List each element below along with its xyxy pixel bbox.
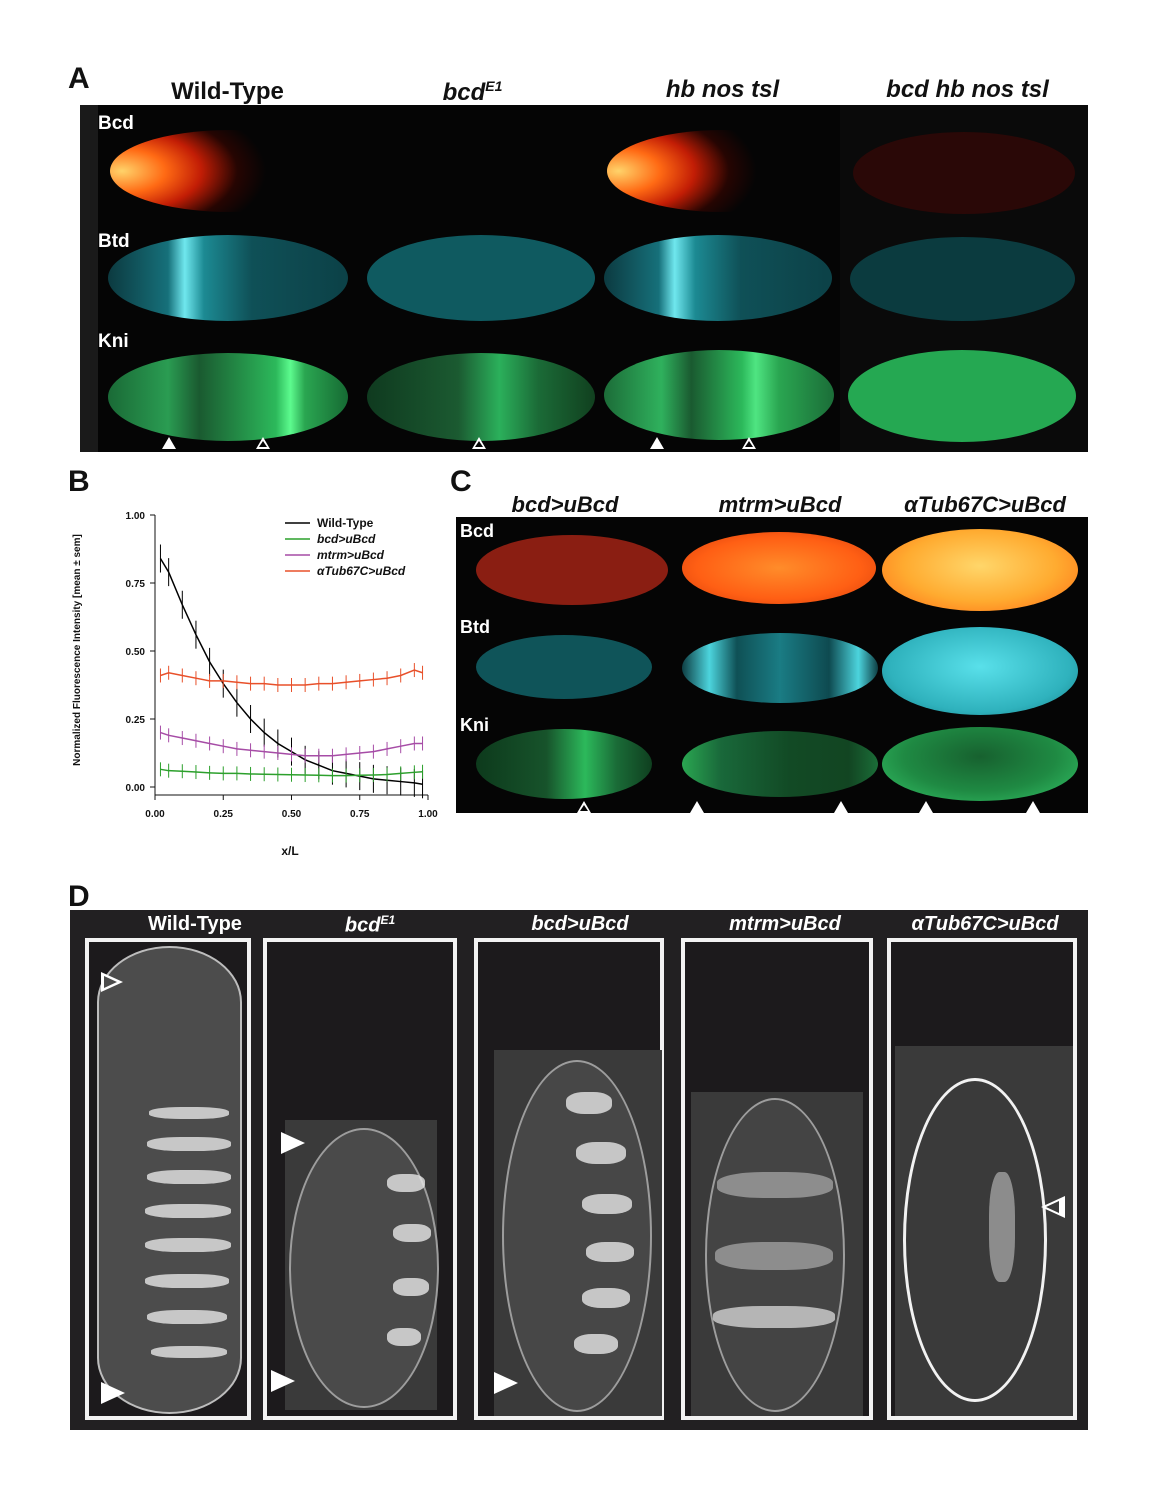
panel-a-title-wild-type: Wild-Type — [171, 78, 284, 105]
panel-a-title-bcd-e1-text: bcd — [442, 79, 486, 106]
arrowhead-open-icon — [472, 437, 486, 449]
panel-d-image: Wild-Type bcdE1 bcd>uBcd mtrm>uBcd αTub6… — [70, 910, 1088, 1430]
panel-a-row-label-btd: Btd — [98, 231, 130, 252]
panel-c-title-mtrm-ubcd: mtrm>uBcd — [718, 492, 842, 517]
embryo-a-wt-kni — [108, 353, 348, 441]
chart-axes: 0.00 0.00 0.25 0.25 0.50 0.50 0.75 0.75 1.00 1.00 — [126, 511, 439, 820]
arrowhead-filled-icon — [919, 801, 933, 813]
arrowhead-open-icon — [1041, 1196, 1065, 1218]
cuticle-frame-wild-type — [85, 938, 251, 1420]
arrowhead-filled-icon — [162, 437, 176, 449]
panel-d-title-bcd-e1-sup: E1 — [380, 913, 396, 927]
embryo-a-bcd-btd — [367, 235, 595, 321]
arrowhead-filled-icon — [271, 1370, 295, 1392]
arrowhead-open-icon — [256, 437, 270, 449]
panel-c-letter: C — [450, 465, 472, 498]
legend-label: bcd>uBcd — [317, 532, 376, 546]
panel-d-title-bcd-e1: bcdE1 — [270, 913, 470, 938]
embryo-a-quad-kni — [848, 350, 1076, 442]
panel-c-row-label-bcd: Bcd — [460, 521, 495, 541]
arrowhead-filled-icon — [494, 1372, 518, 1394]
embryo-c-bcd-bcd — [476, 535, 668, 605]
panel-a-image: Bcd Btd Kni — [80, 105, 1088, 452]
arrowhead-filled-icon — [281, 1132, 305, 1154]
y-tick-label: 0.75 — [126, 579, 146, 590]
embryo-c-atub-btd — [882, 627, 1078, 715]
legend-label: αTub67C>uBcd — [317, 564, 406, 578]
panel-d-title-bcd-e1-text: bcd — [344, 914, 381, 937]
y-tick-label: 0.25 — [126, 715, 146, 726]
panel-a-title-hb-nos-tsl: hb nos tsl — [665, 76, 780, 103]
embryo-a-bcd-kni — [367, 353, 595, 441]
panel-d-title-bcd-ubcd: bcd>uBcd — [531, 913, 629, 935]
arrowhead-filled-icon — [101, 1382, 125, 1404]
panel-b-chart: 0.00 0.00 0.25 0.25 0.50 0.50 0.75 0.75 1.00 1.00… — [72, 511, 439, 858]
y-tick-label: 1.00 — [126, 511, 146, 522]
arrowhead-filled-icon — [834, 801, 848, 813]
embryo-a-hbnostsl-btd — [604, 235, 832, 321]
embryo-c-atub-kni — [882, 727, 1078, 801]
x-axis-label: x/L — [281, 844, 298, 858]
legend-label: mtrm>uBcd — [317, 548, 385, 562]
panel-a-title-bcd-e1-sup: E1 — [485, 78, 503, 94]
chart-legend: Wild-Type bcd>uBcd mtrm>uBcd αTub67C>uBcd — [285, 516, 406, 578]
embryo-c-bcd-btd — [476, 635, 652, 699]
panel-a-row-label-kni: Kni — [98, 331, 129, 352]
panel-a-title-bcd-hb-nos-tsl: bcd hb nos tsl — [886, 76, 1049, 103]
cuticle-frame-mtrm-ubcd — [681, 938, 873, 1420]
panel-d-letter: D — [68, 880, 90, 913]
panel-c-title-atub67c-ubcd: αTub67C>uBcd — [904, 492, 1066, 517]
embryo-a-quad-bcd — [853, 132, 1075, 214]
cuticle-frame-bcd-e1 — [263, 938, 457, 1420]
x-tick-label: 0.50 — [282, 809, 302, 820]
panel-d-title-mtrm-ubcd: mtrm>uBcd — [729, 913, 841, 935]
y-tick-label: 0.50 — [126, 647, 146, 658]
panel-a-letter: A — [68, 62, 90, 95]
embryo-a-hbnostsl-kni — [604, 350, 834, 440]
embryo-a-wt-btd — [108, 235, 348, 321]
x-tick-label: 1.00 — [418, 809, 438, 820]
panel-b-letter: B — [68, 465, 90, 498]
panel-d-title-atub67c-ubcd: αTub67C>uBcd — [911, 913, 1059, 935]
panel-c-image: Bcd Btd Kni — [456, 517, 1088, 813]
panel-a-title-bcd-e1: bcdE1 — [395, 78, 550, 107]
embryo-c-mtrm-kni — [682, 731, 878, 797]
arrowhead-filled-icon — [690, 801, 704, 813]
panel-c-row-label-kni: Kni — [460, 715, 489, 735]
cuticle-frame-bcd-ubcd — [474, 938, 664, 1420]
y-tick-label: 0.00 — [126, 783, 146, 794]
chart-series — [159, 544, 424, 799]
embryo-c-mtrm-btd — [682, 633, 878, 703]
panel-a-row-label-bcd: Bcd — [98, 113, 134, 134]
arrowhead-open-icon — [101, 972, 123, 992]
panel-c-title-bcd-ubcd: bcd>uBcd — [511, 492, 619, 517]
embryo-c-bcd-kni — [476, 729, 652, 799]
cuticle-frame-atub67c-ubcd — [887, 938, 1077, 1420]
embryo-c-mtrm-bcd — [682, 532, 876, 604]
x-tick-label: 0.75 — [350, 809, 370, 820]
panel-d-title-wild-type: Wild-Type — [148, 913, 242, 935]
arrowhead-open-icon — [577, 801, 591, 813]
arrowhead-filled-icon — [650, 437, 664, 449]
embryo-a-hbnostsl-bcd — [607, 130, 837, 212]
y-axis-label: Normalized Fluorescence Intensity [mean … — [72, 534, 83, 766]
arrowhead-filled-icon — [1026, 801, 1040, 813]
embryo-a-wt-bcd — [110, 130, 350, 212]
arrowhead-open-icon — [742, 437, 756, 449]
embryo-a-quad-btd — [850, 237, 1075, 321]
x-tick-label: 0.25 — [214, 809, 234, 820]
legend-label: Wild-Type — [317, 516, 374, 530]
x-tick-label: 0.00 — [145, 809, 165, 820]
embryo-c-atub-bcd — [882, 529, 1078, 611]
panel-c-row-label-btd: Btd — [460, 617, 490, 637]
